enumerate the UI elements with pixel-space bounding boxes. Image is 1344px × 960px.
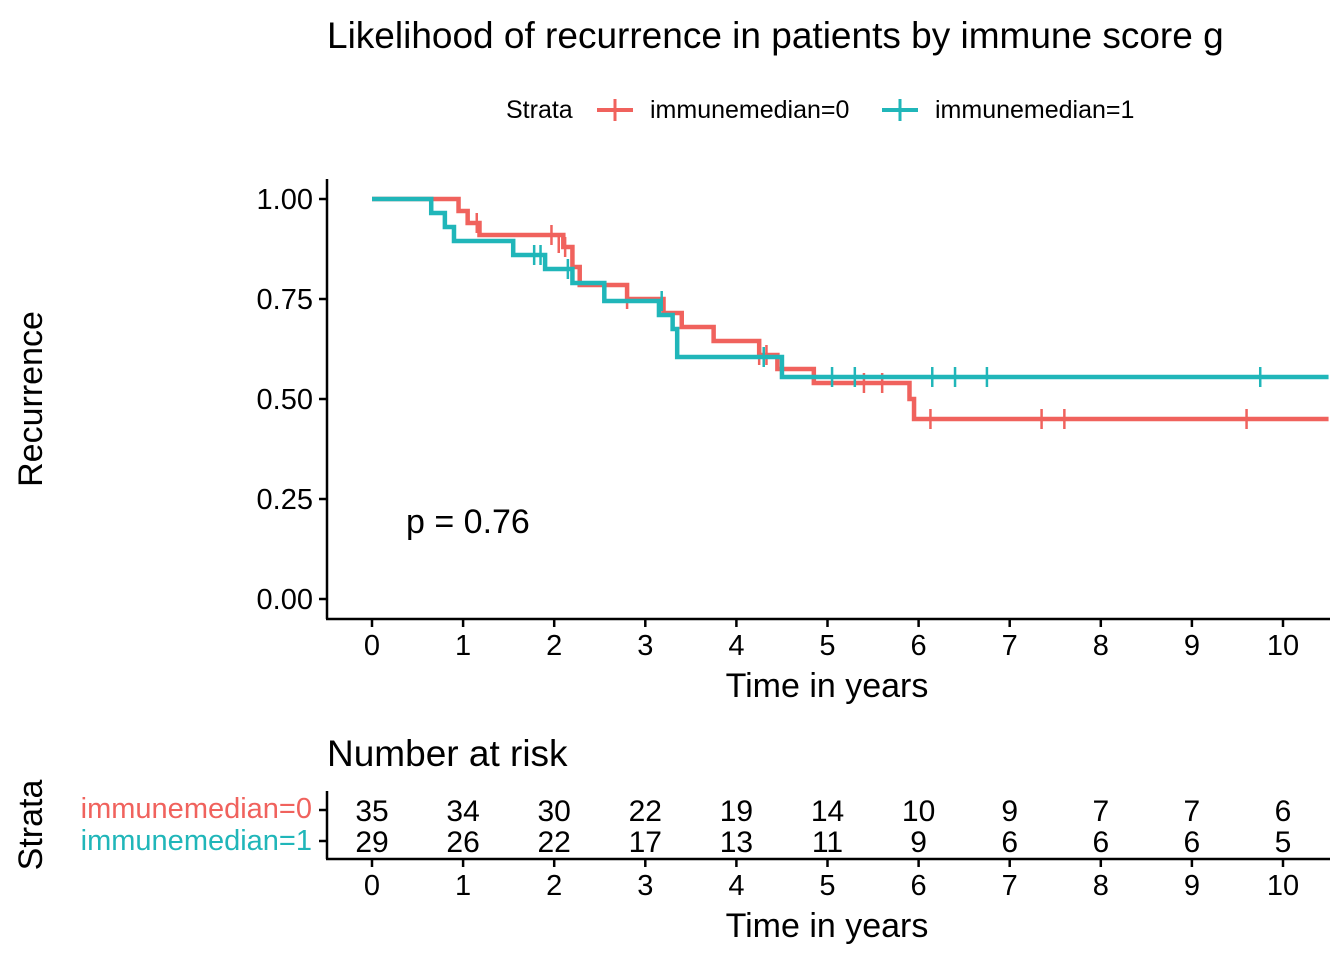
y-axis-title: Recurrence xyxy=(12,311,50,487)
risk-cell: 29 xyxy=(355,826,388,859)
x-tick-label: 4 xyxy=(728,630,744,662)
risk-cell: 9 xyxy=(1001,795,1018,828)
legend: Strata immunemedian=0 immunemedian=1 xyxy=(506,96,1134,124)
x-tick-label: 6 xyxy=(911,630,927,662)
risk-row-label-immunemedian-1: immunemedian=1 xyxy=(81,825,312,857)
risk-x-tick-label: 5 xyxy=(819,870,835,902)
legend-label-immunemedian-0: immunemedian=0 xyxy=(650,96,849,124)
risk-cell: 6 xyxy=(1184,826,1201,859)
risk-cell: 9 xyxy=(910,826,927,859)
risk-cell: 19 xyxy=(720,795,753,828)
x-tick-label: 0 xyxy=(364,630,380,662)
risk-cell: 6 xyxy=(1001,826,1018,859)
risk-x-tick-label: 6 xyxy=(911,870,927,902)
x-tick-label: 7 xyxy=(1002,630,1018,662)
risk-cell: 6 xyxy=(1092,826,1109,859)
legend-title: Strata xyxy=(506,96,573,124)
p-value-annotation: p = 0.76 xyxy=(406,503,530,541)
risk-table-title: Number at risk xyxy=(327,733,568,774)
risk-cell: 22 xyxy=(538,826,571,859)
risk-cell: 5 xyxy=(1275,826,1292,859)
risk-x-tick-label: 2 xyxy=(546,870,562,902)
risk-cell: 7 xyxy=(1184,795,1201,828)
y-tick-label: 1.00 xyxy=(257,184,313,216)
legend-label-immunemedian-1: immunemedian=1 xyxy=(935,96,1134,124)
risk-x-tick-label: 3 xyxy=(637,870,653,902)
risk-x-tick-label: 9 xyxy=(1184,870,1200,902)
x-tick-label: 3 xyxy=(637,630,653,662)
risk-x-tick-label: 0 xyxy=(364,870,380,902)
risk-row-label-immunemedian-0: immunemedian=0 xyxy=(81,793,312,825)
km-line-immunemedian-1 xyxy=(372,196,1329,380)
risk-x-tick-label: 10 xyxy=(1267,870,1299,902)
risk-cell: 14 xyxy=(811,795,844,828)
y-tick-label: 0.50 xyxy=(257,384,313,416)
risk-cell: 26 xyxy=(446,826,479,859)
risk-y-axis-title: Strata xyxy=(12,780,50,871)
risk-x-tick-label: 7 xyxy=(1002,870,1018,902)
risk-cell: 35 xyxy=(355,795,388,828)
x-ticks: 0 1 2 3 4 5 6 7 8 9 10 xyxy=(364,619,1299,662)
risk-cell: 34 xyxy=(446,795,479,828)
legend-key-immunemedian-1 xyxy=(882,99,918,121)
risk-x-tick-label: 4 xyxy=(728,870,744,902)
km-line-immunemedian-0 xyxy=(372,196,1329,422)
x-tick-label: 5 xyxy=(819,630,835,662)
risk-cell: 22 xyxy=(629,795,662,828)
x-tick-label: 1 xyxy=(455,630,471,662)
x-tick-label: 9 xyxy=(1184,630,1200,662)
risk-row-ticks xyxy=(319,808,327,843)
risk-cell: 17 xyxy=(629,826,662,859)
y-tick-label: 0.00 xyxy=(257,584,313,616)
risk-cell: 7 xyxy=(1092,795,1109,828)
y-ticks: 0.00 0.25 0.50 0.75 1.00 xyxy=(257,184,327,616)
x-tick-label: 2 xyxy=(546,630,562,662)
risk-x-tick-label: 1 xyxy=(455,870,471,902)
risk-cell: 13 xyxy=(720,826,753,859)
x-tick-label: 10 xyxy=(1267,630,1299,662)
risk-x-tick-label: 8 xyxy=(1093,870,1109,902)
km-curves xyxy=(372,196,1329,429)
legend-key-immunemedian-0 xyxy=(597,99,633,121)
risk-cell: 10 xyxy=(902,795,935,828)
x-axis-title: Time in years xyxy=(726,667,929,705)
risk-cell: 11 xyxy=(812,826,843,859)
risk-x-ticks: 0 1 2 3 4 5 6 7 8 9 10 xyxy=(364,859,1299,902)
x-tick-label: 8 xyxy=(1093,630,1109,662)
y-tick-label: 0.25 xyxy=(257,484,313,516)
risk-cell: 30 xyxy=(538,795,571,828)
risk-table: Number at risk immunemedian=0 immunemedi… xyxy=(12,733,1330,945)
chart-title: Likelihood of recurrence in patients by … xyxy=(327,15,1224,56)
y-tick-label: 0.75 xyxy=(257,284,313,316)
risk-x-axis-title: Time in years xyxy=(726,907,929,945)
risk-cells: 35 34 30 22 19 14 10 9 7 7 629 26 22 17 13 11 9 6 6 6 5 xyxy=(355,795,1291,859)
main-plot: 0.00 0.25 0.50 0.75 1.00 0 1 2 3 4 5 6 7 8 9 10 p = 0.… xyxy=(12,179,1330,705)
risk-cell: 6 xyxy=(1275,795,1292,828)
